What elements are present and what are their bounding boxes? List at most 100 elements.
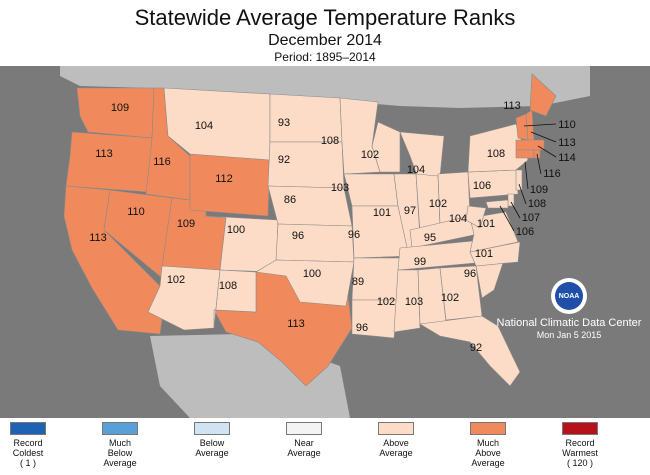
state-wi xyxy=(371,121,401,173)
rank-label-ia: 103 xyxy=(331,182,349,194)
rank-label-la: 96 xyxy=(356,322,368,334)
rank-label-pa: 106 xyxy=(473,180,491,192)
state-co xyxy=(205,215,279,273)
legend-item: Much Below Average xyxy=(80,422,160,468)
state-ms xyxy=(393,269,421,333)
legend-swatch xyxy=(102,422,138,435)
callout-rank-ct: 109 xyxy=(530,184,548,196)
state-de xyxy=(507,193,515,207)
rank-label-tx: 113 xyxy=(287,318,305,330)
legend-label: Near Average xyxy=(287,438,321,458)
callout-line-nh xyxy=(530,131,557,143)
legend-label: Record Warmest( 120 ) xyxy=(562,438,598,468)
state-mt xyxy=(163,87,271,161)
rank-label-sd: 92 xyxy=(278,154,290,166)
legend-item: Much Above Average xyxy=(448,422,528,468)
legend-item: Below Average xyxy=(172,422,252,458)
legend-item: Above Average xyxy=(356,422,436,458)
callout-line-de xyxy=(510,201,521,219)
legend-label: Much Above Average xyxy=(471,438,505,468)
rank-label-ga: 102 xyxy=(441,292,459,304)
rank-label-wy: 112 xyxy=(215,173,233,185)
rank-label-nc: 101 xyxy=(475,248,493,260)
state-nj xyxy=(515,169,523,191)
callout-rank-md: 106 xyxy=(516,226,534,238)
legend-label: Record Coldest( 1 ) xyxy=(12,438,44,468)
legend-swatch xyxy=(470,422,506,435)
legend-swatch xyxy=(378,422,414,435)
ncdc-date: Mon Jan 5 2015 xyxy=(536,330,602,340)
rank-label-mo: 96 xyxy=(348,229,360,241)
rank-label-mi: 104 xyxy=(407,164,425,176)
legend-label: Below Average xyxy=(195,438,229,458)
legend-item: Record Warmest( 120 ) xyxy=(540,422,620,468)
state-ct xyxy=(515,149,535,159)
legend-swatch xyxy=(286,422,322,435)
rank-label-ny: 108 xyxy=(487,148,505,160)
legend-label: Much Below Average xyxy=(103,438,137,468)
noaa-logo-text: NOAA xyxy=(555,282,583,310)
map-period: Period: 1895–2014 xyxy=(274,50,376,64)
state-fl xyxy=(419,315,521,387)
state-me xyxy=(529,73,557,117)
state-or xyxy=(65,131,153,193)
rank-label-wv: 104 xyxy=(449,213,467,225)
rank-label-il: 101 xyxy=(373,207,391,219)
rank-label-ne: 86 xyxy=(284,194,296,206)
states-layer xyxy=(63,73,557,387)
ncdc-credit: NOAA National Climatic Data Center Mon J… xyxy=(494,278,644,341)
rank-label-tn: 99 xyxy=(414,256,426,268)
legend-item: Record Coldest( 1 ) xyxy=(0,422,68,468)
rank-label-va: 101 xyxy=(477,218,495,230)
state-ks xyxy=(275,223,355,263)
callout-rank-ri: 116 xyxy=(543,168,561,180)
state-la xyxy=(351,299,399,339)
callout-rank-nh: 113 xyxy=(558,137,576,149)
callout-line-ma xyxy=(537,145,557,158)
rank-label-ks: 96 xyxy=(292,230,304,242)
rank-label-me: 113 xyxy=(503,100,521,112)
noaa-logo: NOAA xyxy=(551,278,587,314)
callout-line-nj xyxy=(518,183,527,205)
rank-label-ut: 109 xyxy=(177,218,195,230)
rank-label-mn: 108 xyxy=(321,135,339,147)
rank-label-az: 102 xyxy=(167,274,185,286)
legend-item: Near Average xyxy=(264,422,344,458)
map-title: Statewide Average Temperature Ranks xyxy=(134,5,516,30)
rank-label-wi: 102 xyxy=(361,149,379,161)
rank-label-fl: 92 xyxy=(470,342,482,354)
rank-label-ky: 95 xyxy=(424,232,436,244)
rank-label-nv: 110 xyxy=(127,206,145,218)
callout-rank-vt: 110 xyxy=(558,119,576,131)
rank-label-id: 116 xyxy=(153,156,171,168)
callout-line-md xyxy=(499,205,515,232)
rank-label-nm: 108 xyxy=(219,280,237,292)
callout-layer: 110 113 114 116 109 108 107 106 xyxy=(499,119,576,238)
state-wa xyxy=(76,87,155,139)
rank-label-al: 103 xyxy=(405,296,423,308)
rank-label-in: 97 xyxy=(404,205,416,217)
state-wy xyxy=(189,153,271,217)
rank-label-ca: 113 xyxy=(89,232,107,244)
rank-label-mt: 104 xyxy=(195,120,213,132)
legend-swatch xyxy=(194,422,230,435)
rank-label-ar: 89 xyxy=(352,276,364,288)
state-md xyxy=(485,199,509,209)
callout-rank-ma: 114 xyxy=(558,152,576,164)
rank-label-or: 113 xyxy=(95,148,113,160)
callout-line-vt xyxy=(523,123,557,127)
rank-label-wa: 109 xyxy=(111,102,129,114)
state-wv xyxy=(465,205,487,229)
map-subtitle: December 2014 xyxy=(268,32,382,49)
callout-line-ct xyxy=(524,161,529,190)
rank-label-nd: 93 xyxy=(278,117,290,129)
rank-label-sc: 96 xyxy=(464,268,476,280)
rank-layer: 1091131131161101091121131041021001089392… xyxy=(89,100,521,354)
state-ia xyxy=(343,173,399,207)
canada-land xyxy=(60,66,590,108)
state-ma xyxy=(515,139,545,151)
rank-label-ms: 102 xyxy=(377,296,395,308)
legend-label: Above Average xyxy=(379,438,413,458)
state-nm xyxy=(213,269,257,329)
